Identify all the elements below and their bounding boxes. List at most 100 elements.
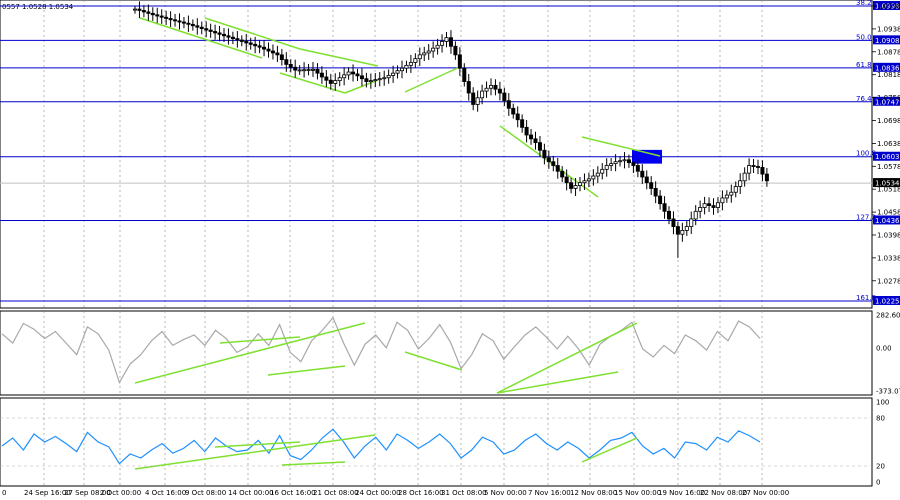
time-tick-label: 16 Oct 16:00 xyxy=(270,489,316,497)
price-tick-label: 1.0398 xyxy=(877,231,900,239)
fib-price-tag xyxy=(873,1,900,10)
candle-body xyxy=(542,149,547,159)
candle-body xyxy=(346,71,351,76)
price-tick-label: 1.0578 xyxy=(877,163,900,171)
header-text: 0557 1.0528 1.0534 xyxy=(2,3,74,11)
candle-body xyxy=(186,22,191,25)
candle-body xyxy=(195,25,200,28)
candle-body xyxy=(511,107,516,115)
candle-body xyxy=(764,173,769,182)
candle-body xyxy=(177,20,182,23)
main-trend-line xyxy=(404,65,463,93)
candle-body xyxy=(150,12,155,16)
candle-body xyxy=(698,207,703,212)
candle-body xyxy=(137,8,142,11)
time-tick-label: 9 Oct 08:00 xyxy=(185,489,226,497)
candlesticks xyxy=(132,1,769,258)
candle-body xyxy=(720,197,725,204)
rsi-trend-line xyxy=(281,461,346,466)
candle-body xyxy=(622,159,627,162)
candle-body xyxy=(426,50,431,54)
candle-body xyxy=(524,126,529,136)
main-trend-line xyxy=(204,17,301,50)
candle-body xyxy=(582,180,587,184)
price-tick-label: 1.0698 xyxy=(877,117,900,125)
candle-body xyxy=(302,69,307,72)
candle-body xyxy=(760,167,765,175)
cci-indicator: 282.6012 0.00 -373.0709 xyxy=(1,312,900,396)
candle-body xyxy=(529,134,534,140)
price-tick-label: 1.0818 xyxy=(877,71,900,79)
candle-body xyxy=(662,203,667,212)
fib-price-tag xyxy=(873,215,900,225)
fib-ratio-label: 76.4 xyxy=(856,95,872,103)
candle-body xyxy=(751,165,756,167)
candle-body xyxy=(644,176,649,184)
candle-body xyxy=(506,100,511,109)
candle-body xyxy=(484,87,489,92)
time-tick-label: 24 Sep 16:00 xyxy=(24,489,71,497)
candle-body xyxy=(132,8,137,11)
candle-body xyxy=(724,194,729,199)
main-trend-line xyxy=(344,79,379,94)
candle-body xyxy=(671,218,676,227)
price-tick-label: 1.0998 xyxy=(877,3,900,11)
candle-body xyxy=(462,67,467,82)
candle-body xyxy=(729,191,734,196)
rsi-panel-frame xyxy=(0,397,873,487)
rsi-trend-line xyxy=(214,441,301,448)
candle-body xyxy=(649,182,654,189)
main-trend-line xyxy=(299,48,379,67)
candle-body xyxy=(190,23,195,27)
time-tick-label: 27 Sep 08:00 xyxy=(64,489,111,497)
fib-price-label: 1.0908 xyxy=(875,37,900,45)
rsi-trend-line xyxy=(581,437,638,463)
candle-body xyxy=(266,48,271,52)
candle-body xyxy=(560,170,565,178)
candle-body xyxy=(733,186,738,193)
rsi-tick-label: 100 xyxy=(876,399,889,407)
fib-ratio-label: 50.0 xyxy=(856,33,872,41)
candle-body xyxy=(404,64,409,69)
time-tick-label: 2 Oct 00:00 xyxy=(100,489,141,497)
candle-body xyxy=(711,205,716,208)
cci-tick-label: 0.00 xyxy=(876,344,892,352)
candle-body xyxy=(164,16,169,19)
fib-price-label: 1.0225 xyxy=(875,298,900,306)
candle-body xyxy=(693,210,698,220)
time-tick-label: 27 Nov 00:00 xyxy=(742,489,789,497)
candle-body xyxy=(497,88,502,94)
candle-body xyxy=(417,54,422,60)
main-trend-line xyxy=(279,72,346,94)
candle-body xyxy=(270,50,275,54)
candle-body xyxy=(333,80,338,84)
candle-body xyxy=(533,138,538,144)
candle-body xyxy=(324,76,329,81)
candle-body xyxy=(159,15,164,18)
candle-body xyxy=(502,92,507,102)
resistance-zone xyxy=(632,149,662,164)
candle-body xyxy=(217,32,222,35)
fib-price-tag xyxy=(873,35,900,45)
candle-body xyxy=(618,160,623,163)
fib-ratio-label: 127.2 xyxy=(856,213,876,221)
candle-body xyxy=(453,45,458,56)
fib-ratio-label: 100.0 xyxy=(856,150,876,158)
candle-body xyxy=(319,72,324,78)
candle-body xyxy=(315,68,320,74)
price-tick-label: 1.0518 xyxy=(877,186,900,194)
candle-body xyxy=(626,159,631,164)
candle-body xyxy=(310,68,315,71)
fib-ratio-label: 161.8 xyxy=(856,294,876,302)
candle-body xyxy=(399,67,404,72)
candle-body xyxy=(564,176,569,184)
main-trend-line xyxy=(581,136,661,157)
candle-body xyxy=(435,44,440,49)
price-axis: 1.0998 1.0938 1.0878 1.0818 1.0758 1.0698 1.06… xyxy=(872,3,900,285)
candle-body xyxy=(181,21,186,24)
fib-ratio-label: 38.2 xyxy=(856,0,872,7)
candle-body xyxy=(493,84,498,90)
main-panel-frame xyxy=(0,0,873,309)
candle-body xyxy=(600,168,605,174)
